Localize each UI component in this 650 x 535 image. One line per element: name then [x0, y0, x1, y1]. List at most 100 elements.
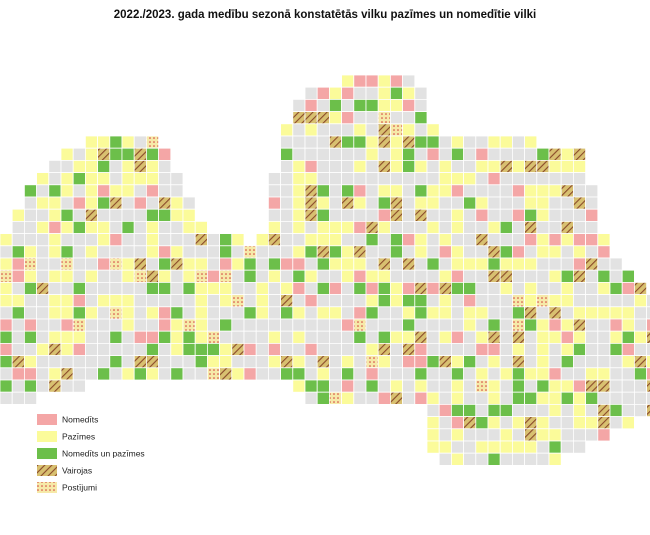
grid-cell — [450, 306, 464, 320]
grid-cell — [487, 184, 501, 198]
grid-cell — [512, 318, 526, 332]
grid-cell — [475, 172, 489, 186]
grid-cell — [23, 379, 37, 393]
grid-cell — [328, 111, 342, 125]
grid-cell — [597, 318, 611, 332]
grid-cell — [133, 233, 147, 247]
grid-cell — [426, 342, 440, 356]
grid-cell — [414, 379, 428, 393]
grid-cell — [341, 99, 355, 113]
grid-cell — [499, 452, 513, 466]
grid-cell — [499, 147, 513, 161]
grid-cell — [646, 318, 650, 332]
grid-cell — [463, 147, 477, 161]
grid-cell — [377, 86, 391, 100]
grid-cell — [414, 123, 428, 137]
grid-cell — [389, 269, 403, 283]
grid-cell — [573, 294, 587, 308]
grid-cell — [560, 391, 574, 405]
grid-cell — [243, 269, 257, 283]
grid-cell — [585, 391, 599, 405]
grid-cell — [11, 257, 25, 271]
grid-cell — [145, 233, 159, 247]
grid-cell — [219, 269, 233, 283]
grid-cell — [512, 403, 526, 417]
grid-cell — [48, 257, 62, 271]
grid-cell — [365, 367, 379, 381]
grid-cell — [292, 367, 306, 381]
grid-cell — [328, 355, 342, 369]
grid-cell — [48, 294, 62, 308]
grid-cell — [365, 245, 379, 259]
legend-label: Pazīmes — [62, 431, 95, 441]
grid-cell — [609, 294, 623, 308]
grid-cell — [560, 428, 574, 442]
grid-cell — [72, 208, 86, 222]
grid-cell — [634, 294, 648, 308]
grid-cell — [85, 257, 99, 271]
grid-cell — [341, 379, 355, 393]
grid-cell — [72, 245, 86, 259]
grid-cell — [23, 245, 37, 259]
grid-cell — [48, 245, 62, 259]
grid-cell — [353, 86, 367, 100]
grid-cell — [328, 342, 342, 356]
grid-cell — [85, 135, 99, 149]
grid-cell — [0, 330, 13, 344]
grid-cell — [133, 184, 147, 198]
grid-cell — [72, 147, 86, 161]
grid-cell — [634, 391, 648, 405]
grid-cell — [365, 318, 379, 332]
grid-cell — [23, 281, 37, 295]
grid-cell — [426, 367, 440, 381]
grid-cell — [170, 257, 184, 271]
grid-cell — [609, 257, 623, 271]
grid-cell — [85, 159, 99, 173]
grid-cell — [365, 196, 379, 210]
grid-cell — [414, 99, 428, 113]
grid-cell — [304, 245, 318, 259]
grid-cell — [536, 306, 550, 320]
grid-cell — [475, 281, 489, 295]
grid-cell — [60, 233, 74, 247]
grid-cell — [414, 391, 428, 405]
grid-cell — [145, 367, 159, 381]
grid-cell — [353, 318, 367, 332]
grid-cell — [548, 281, 562, 295]
grid-cell — [109, 257, 123, 271]
grid-cell — [353, 257, 367, 271]
grid-cell — [97, 159, 111, 173]
grid-cell — [109, 159, 123, 173]
grid-cell — [414, 196, 428, 210]
grid-cell — [60, 330, 74, 344]
grid-cell — [219, 245, 233, 259]
grid-cell — [402, 147, 416, 161]
grid-cell — [182, 233, 196, 247]
grid-cell — [304, 111, 318, 125]
grid-cell — [341, 281, 355, 295]
grid-cell — [389, 184, 403, 198]
grid-cell — [512, 306, 526, 320]
grid-cell — [487, 147, 501, 161]
grid-cell — [145, 172, 159, 186]
grid-cell — [292, 147, 306, 161]
grid-cell — [402, 342, 416, 356]
grid-cell — [450, 294, 464, 308]
grid-cell — [60, 318, 74, 332]
grid-cell — [463, 306, 477, 320]
grid-cell — [438, 416, 452, 430]
grid-cells — [0, 74, 650, 466]
grid-cell — [206, 281, 220, 295]
grid-cell — [377, 147, 391, 161]
grid-cell — [121, 257, 135, 271]
grid-cell — [231, 306, 245, 320]
grid-cell — [646, 294, 650, 308]
grid-cell — [377, 269, 391, 283]
grid-cell — [377, 367, 391, 381]
grid-cell — [389, 86, 403, 100]
grid-cell — [280, 269, 294, 283]
grid-cell — [328, 135, 342, 149]
grid-cell — [426, 220, 440, 234]
grid-cell — [365, 123, 379, 137]
